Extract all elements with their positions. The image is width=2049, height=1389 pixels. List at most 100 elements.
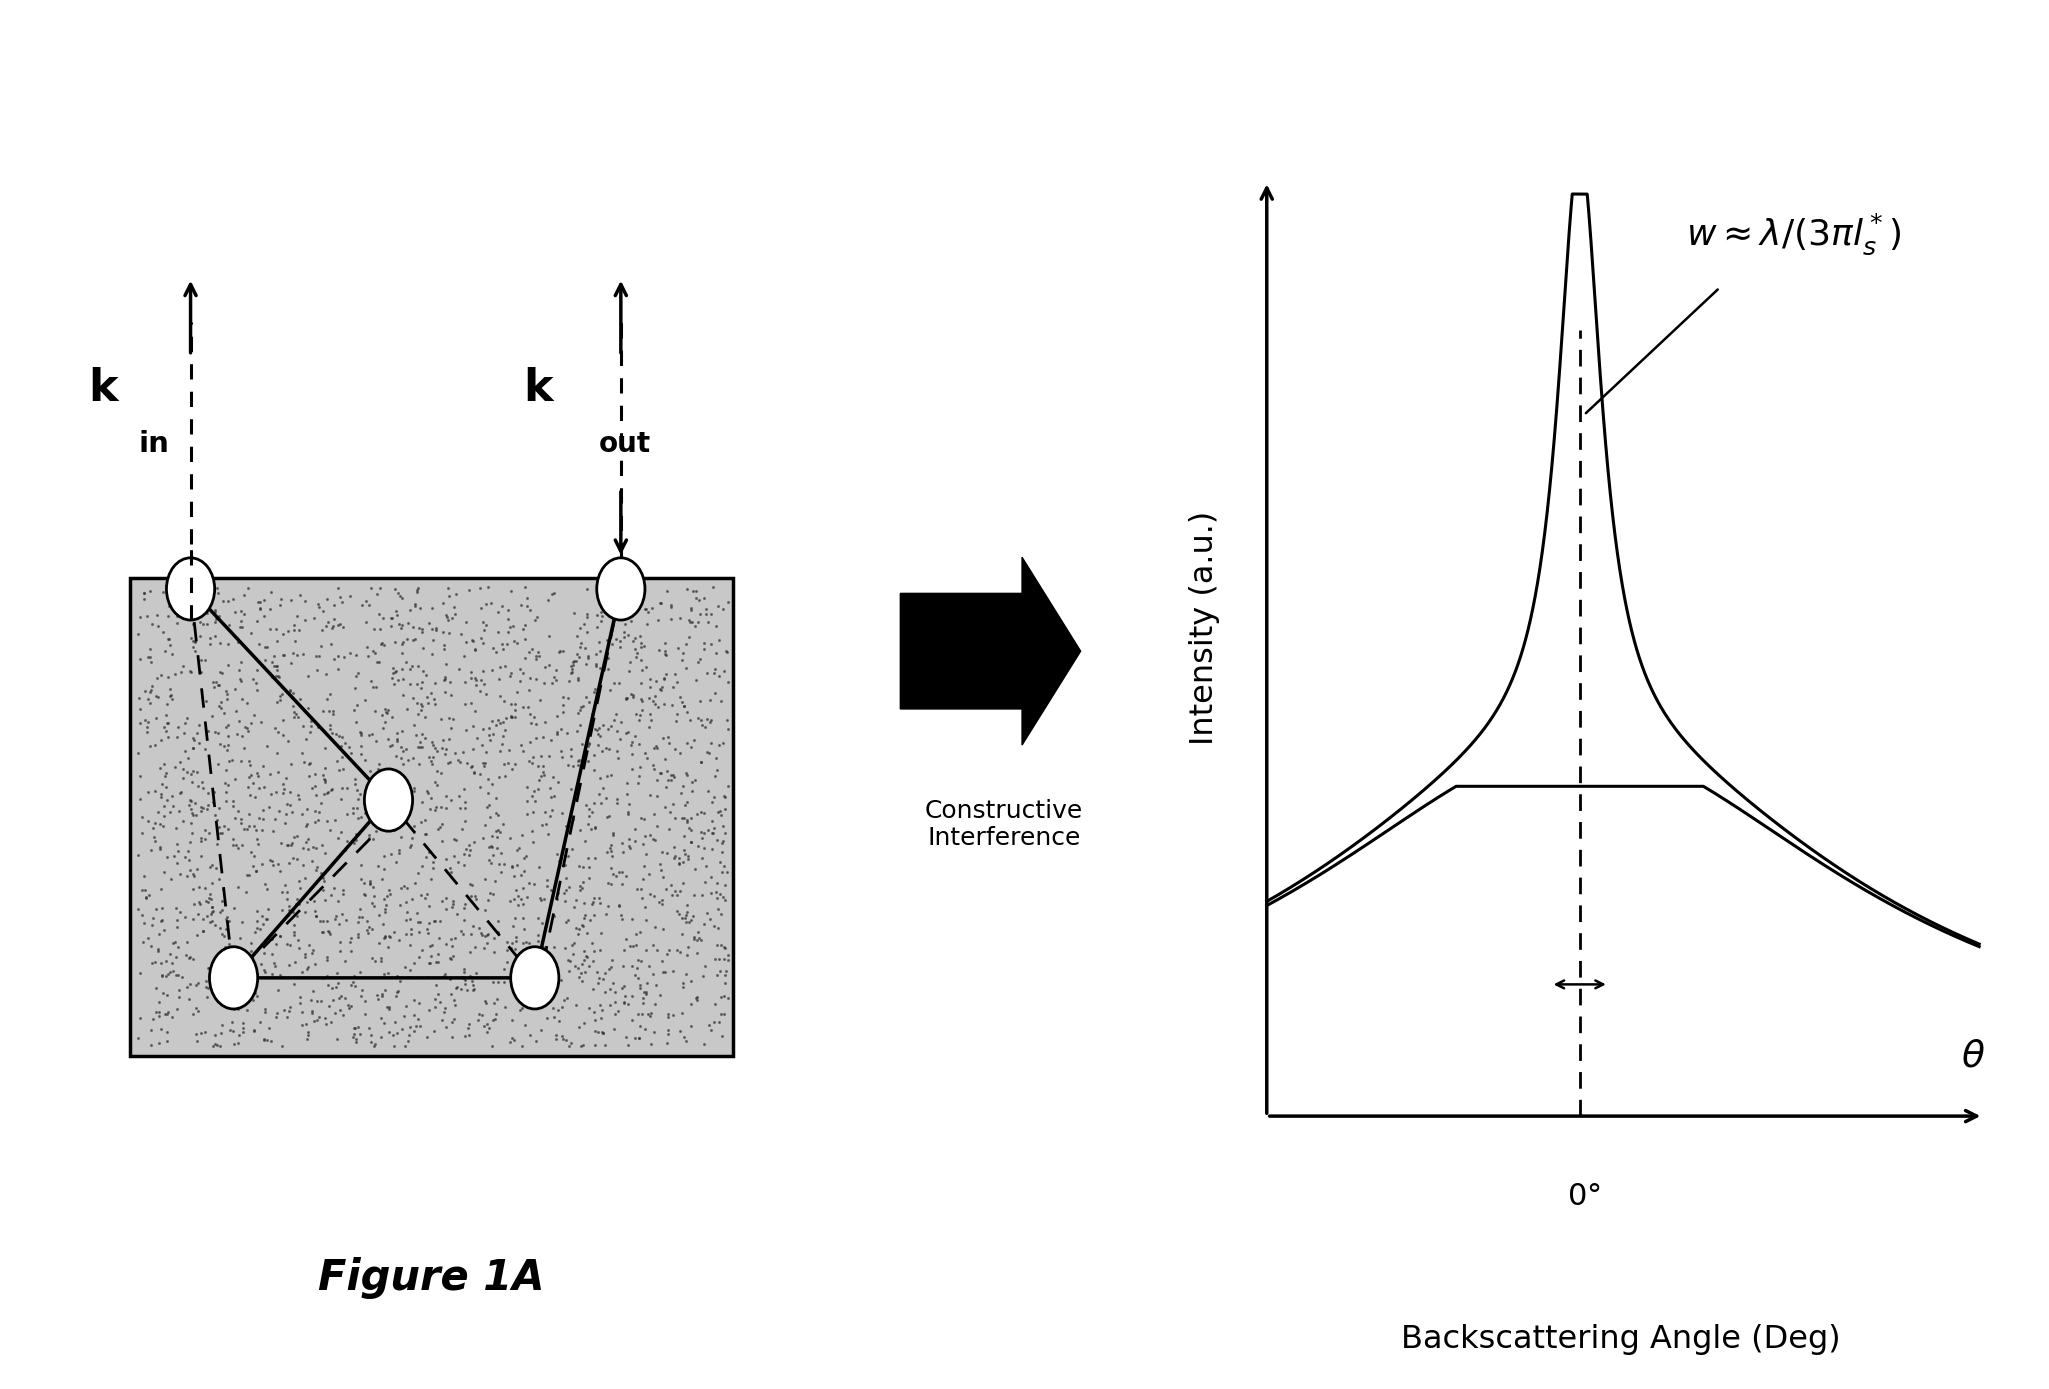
Point (578, 940, 611, 963)
Point (291, 838, 324, 860)
Point (652, 726, 684, 749)
Point (289, 946, 322, 968)
Point (455, 661, 488, 683)
Point (557, 896, 590, 918)
Point (291, 799, 324, 821)
Point (389, 908, 422, 931)
Point (633, 717, 666, 739)
Point (340, 797, 373, 820)
Point (705, 832, 738, 854)
Point (139, 811, 172, 833)
Point (543, 640, 576, 663)
Point (357, 875, 389, 897)
Point (297, 890, 330, 913)
Point (703, 733, 736, 756)
Point (516, 746, 549, 768)
Point (285, 1014, 318, 1036)
Point (566, 871, 598, 893)
Point (266, 643, 299, 665)
Point (275, 651, 307, 674)
Point (533, 776, 566, 799)
Point (453, 1013, 486, 1035)
Point (703, 629, 736, 651)
Point (324, 586, 357, 608)
Point (225, 651, 258, 674)
Point (453, 1024, 486, 1046)
Point (455, 629, 488, 651)
Point (691, 901, 723, 924)
Point (647, 668, 680, 690)
Point (219, 951, 252, 974)
Point (416, 628, 449, 650)
Point (674, 1014, 707, 1036)
Point (584, 1007, 617, 1029)
Point (422, 818, 455, 840)
Point (141, 615, 174, 638)
Point (473, 849, 506, 871)
Point (652, 1032, 684, 1054)
Point (625, 950, 658, 972)
Point (375, 883, 408, 906)
Point (424, 761, 457, 783)
Point (594, 857, 627, 879)
Point (326, 985, 359, 1007)
Point (297, 979, 330, 1001)
Point (375, 706, 408, 728)
Point (330, 839, 363, 861)
Point (686, 883, 719, 906)
Point (578, 718, 611, 740)
Point (182, 890, 215, 913)
Point (127, 913, 160, 935)
Point (445, 920, 477, 942)
Point (494, 693, 527, 715)
Point (152, 628, 184, 650)
Point (434, 607, 467, 629)
Point (418, 693, 451, 715)
Point (607, 621, 639, 643)
Point (676, 906, 709, 928)
Point (262, 979, 295, 1001)
Point (125, 788, 158, 810)
Point (381, 1022, 414, 1045)
Point (547, 639, 580, 661)
Point (398, 1004, 430, 1026)
Point (221, 838, 254, 860)
Point (217, 795, 250, 817)
Point (691, 740, 723, 763)
Point (156, 932, 189, 954)
Point (479, 788, 512, 810)
Point (627, 981, 660, 1003)
Point (340, 1031, 373, 1053)
Point (668, 843, 701, 865)
Point (248, 606, 281, 628)
Point (277, 614, 309, 636)
Point (135, 935, 168, 957)
Point (559, 781, 592, 803)
Point (176, 736, 209, 758)
Point (180, 722, 213, 745)
Point (533, 975, 566, 997)
Point (221, 997, 254, 1020)
Point (688, 956, 721, 978)
Point (416, 731, 449, 753)
Point (670, 904, 703, 926)
Point (541, 972, 574, 995)
Point (221, 800, 254, 822)
Point (611, 993, 643, 1015)
Point (494, 936, 527, 958)
Point (320, 808, 352, 831)
Point (652, 1006, 684, 1028)
Point (432, 751, 465, 774)
Point (670, 578, 703, 600)
Point (201, 607, 234, 629)
Point (447, 958, 479, 981)
Point (658, 846, 691, 868)
Point (309, 1007, 342, 1029)
Point (143, 838, 176, 860)
Point (674, 736, 707, 758)
Point (299, 906, 332, 928)
Point (602, 728, 635, 750)
Point (670, 911, 703, 933)
Point (637, 754, 670, 776)
Point (244, 953, 277, 975)
